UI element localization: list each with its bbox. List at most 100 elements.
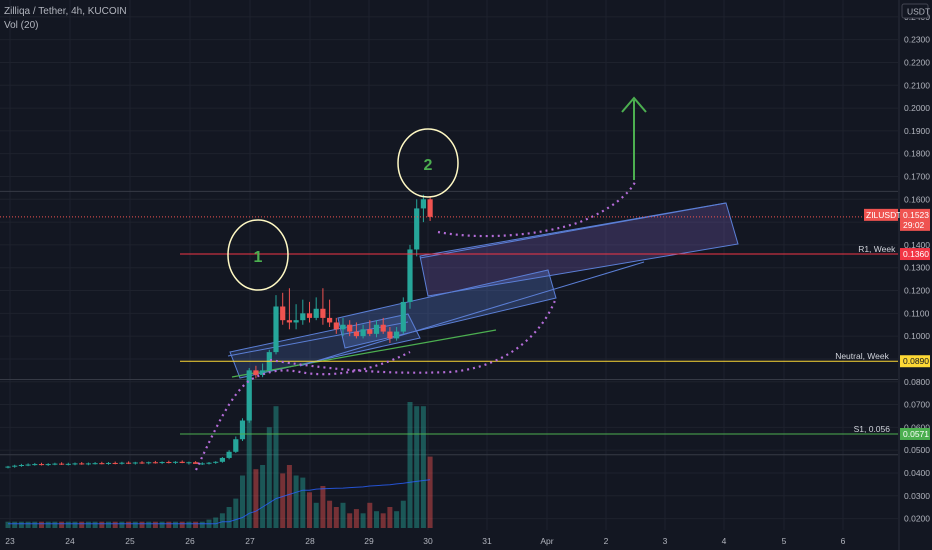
candle-body [206, 462, 212, 464]
price-tick-label: 0.0200 [904, 514, 930, 524]
candle-body [239, 420, 246, 440]
candle-body [273, 306, 279, 353]
candle-body [105, 462, 112, 464]
candle-body [286, 320, 292, 323]
volume-indicator-title[interactable]: Vol (20) [4, 20, 39, 31]
volume-bar [193, 521, 199, 528]
price-level-badge [900, 248, 930, 261]
annotation-number-1: 1 [254, 249, 263, 266]
volume-bar [353, 509, 359, 528]
candle-body [387, 331, 393, 339]
price-level-label: R1, Week [858, 244, 896, 254]
candle-body [112, 462, 118, 464]
volume-bar [327, 500, 333, 528]
candle-body [45, 464, 51, 466]
support-trend-line [231, 329, 497, 378]
volume-bar [266, 427, 272, 528]
volume-bar [32, 521, 38, 528]
price-tick-label: 0.1400 [904, 240, 930, 250]
annotation-circle-1 [227, 219, 289, 291]
candle-body [327, 317, 333, 323]
volume-bar [320, 486, 326, 528]
volume-bar [79, 521, 85, 528]
candle-body [79, 463, 85, 465]
volume-bar [146, 521, 152, 528]
time-tick-label: Apr [540, 536, 553, 546]
price-tick-label: 0.1600 [904, 194, 930, 204]
candle-body [400, 301, 406, 332]
candle-body [347, 324, 353, 332]
volume-bar [280, 473, 286, 528]
last-price-badge [900, 208, 930, 231]
price-tick-label: 0.1900 [904, 126, 930, 136]
time-tick-label: 30 [423, 536, 433, 546]
candle-body [260, 370, 266, 375]
candle-body [306, 313, 313, 318]
candle-body [253, 370, 259, 375]
volume-bar [400, 500, 406, 528]
volume-bar [186, 521, 192, 528]
volume-bar [45, 521, 51, 528]
volume-bar [12, 521, 18, 528]
time-tick-label: 3 [663, 536, 668, 546]
time-tick-label: 27 [245, 536, 255, 546]
time-axis: 23 24 25 26 27 28 29 30 31 Apr 2 3 4 5 6 [5, 536, 845, 546]
price-tick-label: 0.0700 [904, 400, 930, 410]
price-tick-label: 0.1200 [904, 286, 930, 296]
candle-body [300, 313, 306, 321]
volume-bar [253, 469, 259, 528]
volume-bar [387, 507, 393, 528]
volume-bar [25, 521, 31, 528]
candle-body [246, 370, 252, 421]
volume-bar [126, 521, 132, 528]
time-tick-label: 29 [364, 536, 374, 546]
volume-bar [360, 513, 366, 528]
channel-line [419, 202, 727, 259]
volume-bar [240, 475, 245, 528]
candle-body [407, 249, 413, 302]
candle-body [394, 331, 400, 339]
candle-body [219, 457, 225, 462]
volume-bar [273, 406, 279, 528]
candle-body [59, 463, 65, 465]
price-level-badge [900, 355, 930, 368]
countdown-timer: 29:02 [903, 220, 925, 230]
candle-body [353, 331, 359, 337]
volume-bar [427, 456, 433, 528]
candle-body [139, 462, 145, 464]
candle-body [32, 464, 38, 466]
price-level-badge-label: 0.0571 [903, 429, 929, 439]
volume-bar [414, 406, 420, 528]
candle-body [360, 329, 366, 337]
price-tick-label: 0.2100 [904, 80, 930, 90]
symbol-title[interactable]: Zilliqa / Tether, 4h, KUCOIN [4, 6, 127, 17]
volume-bar [407, 402, 413, 528]
candle-body [132, 462, 138, 464]
projection-curve-lower [195, 351, 411, 471]
arrow-up-head [621, 96, 647, 113]
candle-body [52, 463, 58, 465]
volume-bar [293, 475, 299, 528]
volume-bar [152, 521, 158, 528]
price-tick-label: 0.2000 [904, 103, 930, 113]
time-tick-label: 28 [305, 536, 315, 546]
volume-bar [173, 521, 178, 528]
volume-bar [420, 406, 426, 528]
candle-body [12, 465, 18, 467]
candle-body [99, 463, 105, 465]
volume-bar [59, 521, 65, 528]
price-tick-label: 0.0300 [904, 491, 930, 501]
volume-bar [99, 521, 105, 528]
volume-bar [39, 521, 44, 528]
candle-body [72, 463, 78, 465]
volume-bar [159, 521, 165, 528]
candle-body [166, 462, 172, 464]
candle-body [159, 462, 165, 464]
candle-body [420, 199, 426, 209]
candle-body [293, 320, 299, 323]
candle-body [233, 439, 239, 452]
currency-badge-label: USDT [907, 7, 930, 17]
volume-bar [72, 521, 78, 528]
last-price-value: 0.1523 [903, 210, 929, 220]
